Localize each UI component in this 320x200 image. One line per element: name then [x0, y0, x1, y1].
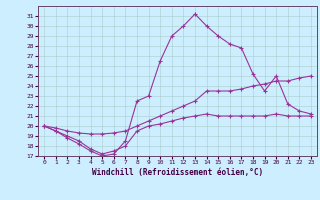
X-axis label: Windchill (Refroidissement éolien,°C): Windchill (Refroidissement éolien,°C) [92, 168, 263, 177]
